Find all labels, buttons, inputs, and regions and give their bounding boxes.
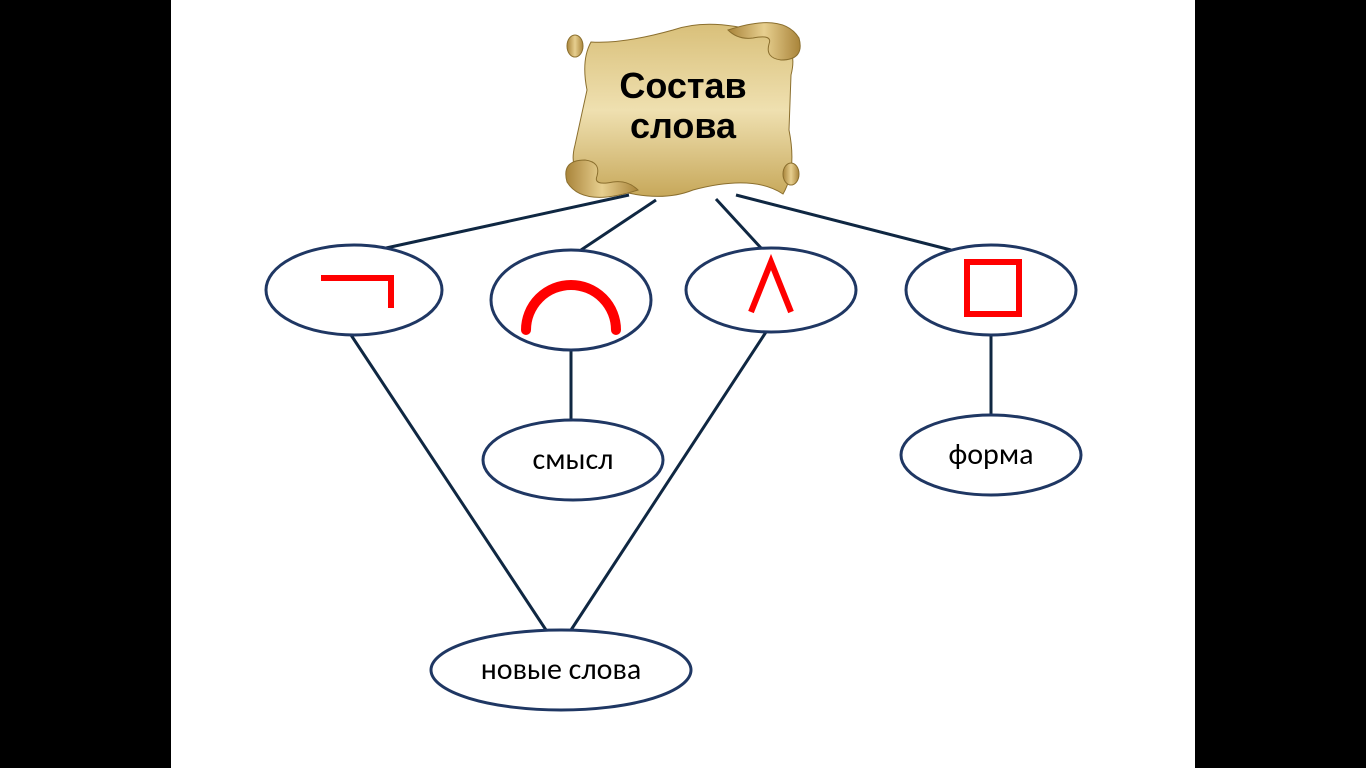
node-prefix [266, 245, 442, 335]
meaning-label: смысл [533, 441, 614, 478]
node-ending [906, 245, 1076, 335]
newwords-label: новые слова [481, 651, 641, 688]
edge-scroll-root [581, 200, 656, 250]
node-root [491, 250, 651, 350]
title-line2: слова [630, 105, 737, 146]
scroll-title: Состав слова [566, 23, 800, 198]
edge-scroll-prefix [386, 195, 629, 248]
node-suffix [686, 248, 856, 332]
node-form: форма [901, 415, 1081, 495]
edge-scroll-suffix [716, 199, 761, 248]
node-meaning: смысл [483, 420, 663, 500]
edges-layer [351, 195, 991, 630]
node-newwords: новые слова [431, 630, 691, 710]
slide-canvas: Состав слова смысл форма новые слова [171, 0, 1195, 768]
form-label: форма [949, 436, 1034, 473]
icon-nodes-layer [266, 245, 1076, 350]
label-nodes-layer: смысл форма новые слова [431, 415, 1081, 710]
title-line1: Состав [619, 65, 746, 106]
edge-scroll-ending [736, 195, 951, 250]
diagram-svg: Состав слова смысл форма новые слова [171, 0, 1195, 768]
